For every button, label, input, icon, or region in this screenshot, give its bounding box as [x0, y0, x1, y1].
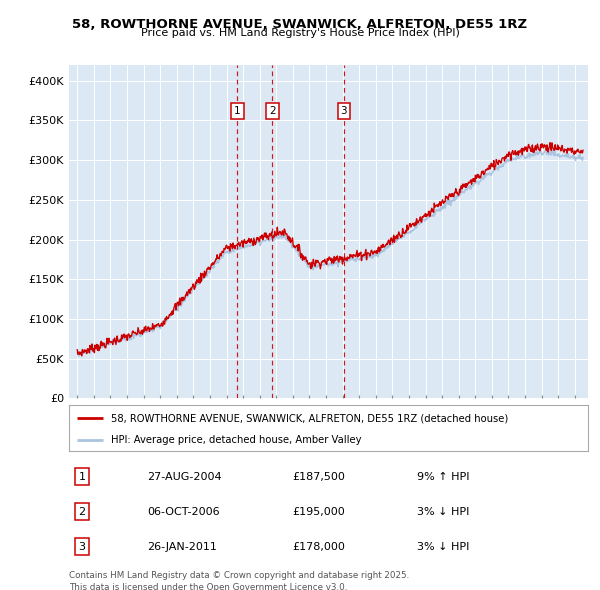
Text: 58, ROWTHORNE AVENUE, SWANWICK, ALFRETON, DE55 1RZ: 58, ROWTHORNE AVENUE, SWANWICK, ALFRETON…	[73, 18, 527, 31]
Text: 27-AUG-2004: 27-AUG-2004	[147, 472, 221, 482]
Text: 3% ↓ HPI: 3% ↓ HPI	[417, 542, 469, 552]
Text: 26-JAN-2011: 26-JAN-2011	[147, 542, 217, 552]
Text: £178,000: £178,000	[292, 542, 345, 552]
Text: 58, ROWTHORNE AVENUE, SWANWICK, ALFRETON, DE55 1RZ (detached house): 58, ROWTHORNE AVENUE, SWANWICK, ALFRETON…	[110, 413, 508, 423]
Text: 1: 1	[79, 472, 85, 482]
Text: 1: 1	[234, 106, 241, 116]
Text: Contains HM Land Registry data © Crown copyright and database right 2025.
This d: Contains HM Land Registry data © Crown c…	[69, 571, 409, 590]
Text: 2: 2	[269, 106, 275, 116]
Text: HPI: Average price, detached house, Amber Valley: HPI: Average price, detached house, Ambe…	[110, 435, 361, 445]
Text: £187,500: £187,500	[292, 472, 345, 482]
Text: 2: 2	[79, 507, 86, 517]
Text: Price paid vs. HM Land Registry's House Price Index (HPI): Price paid vs. HM Land Registry's House …	[140, 28, 460, 38]
Text: 9% ↑ HPI: 9% ↑ HPI	[417, 472, 469, 482]
Text: 3% ↓ HPI: 3% ↓ HPI	[417, 507, 469, 517]
Text: 3: 3	[79, 542, 85, 552]
Text: 06-OCT-2006: 06-OCT-2006	[147, 507, 220, 517]
Text: 3: 3	[340, 106, 347, 116]
Text: £195,000: £195,000	[292, 507, 345, 517]
